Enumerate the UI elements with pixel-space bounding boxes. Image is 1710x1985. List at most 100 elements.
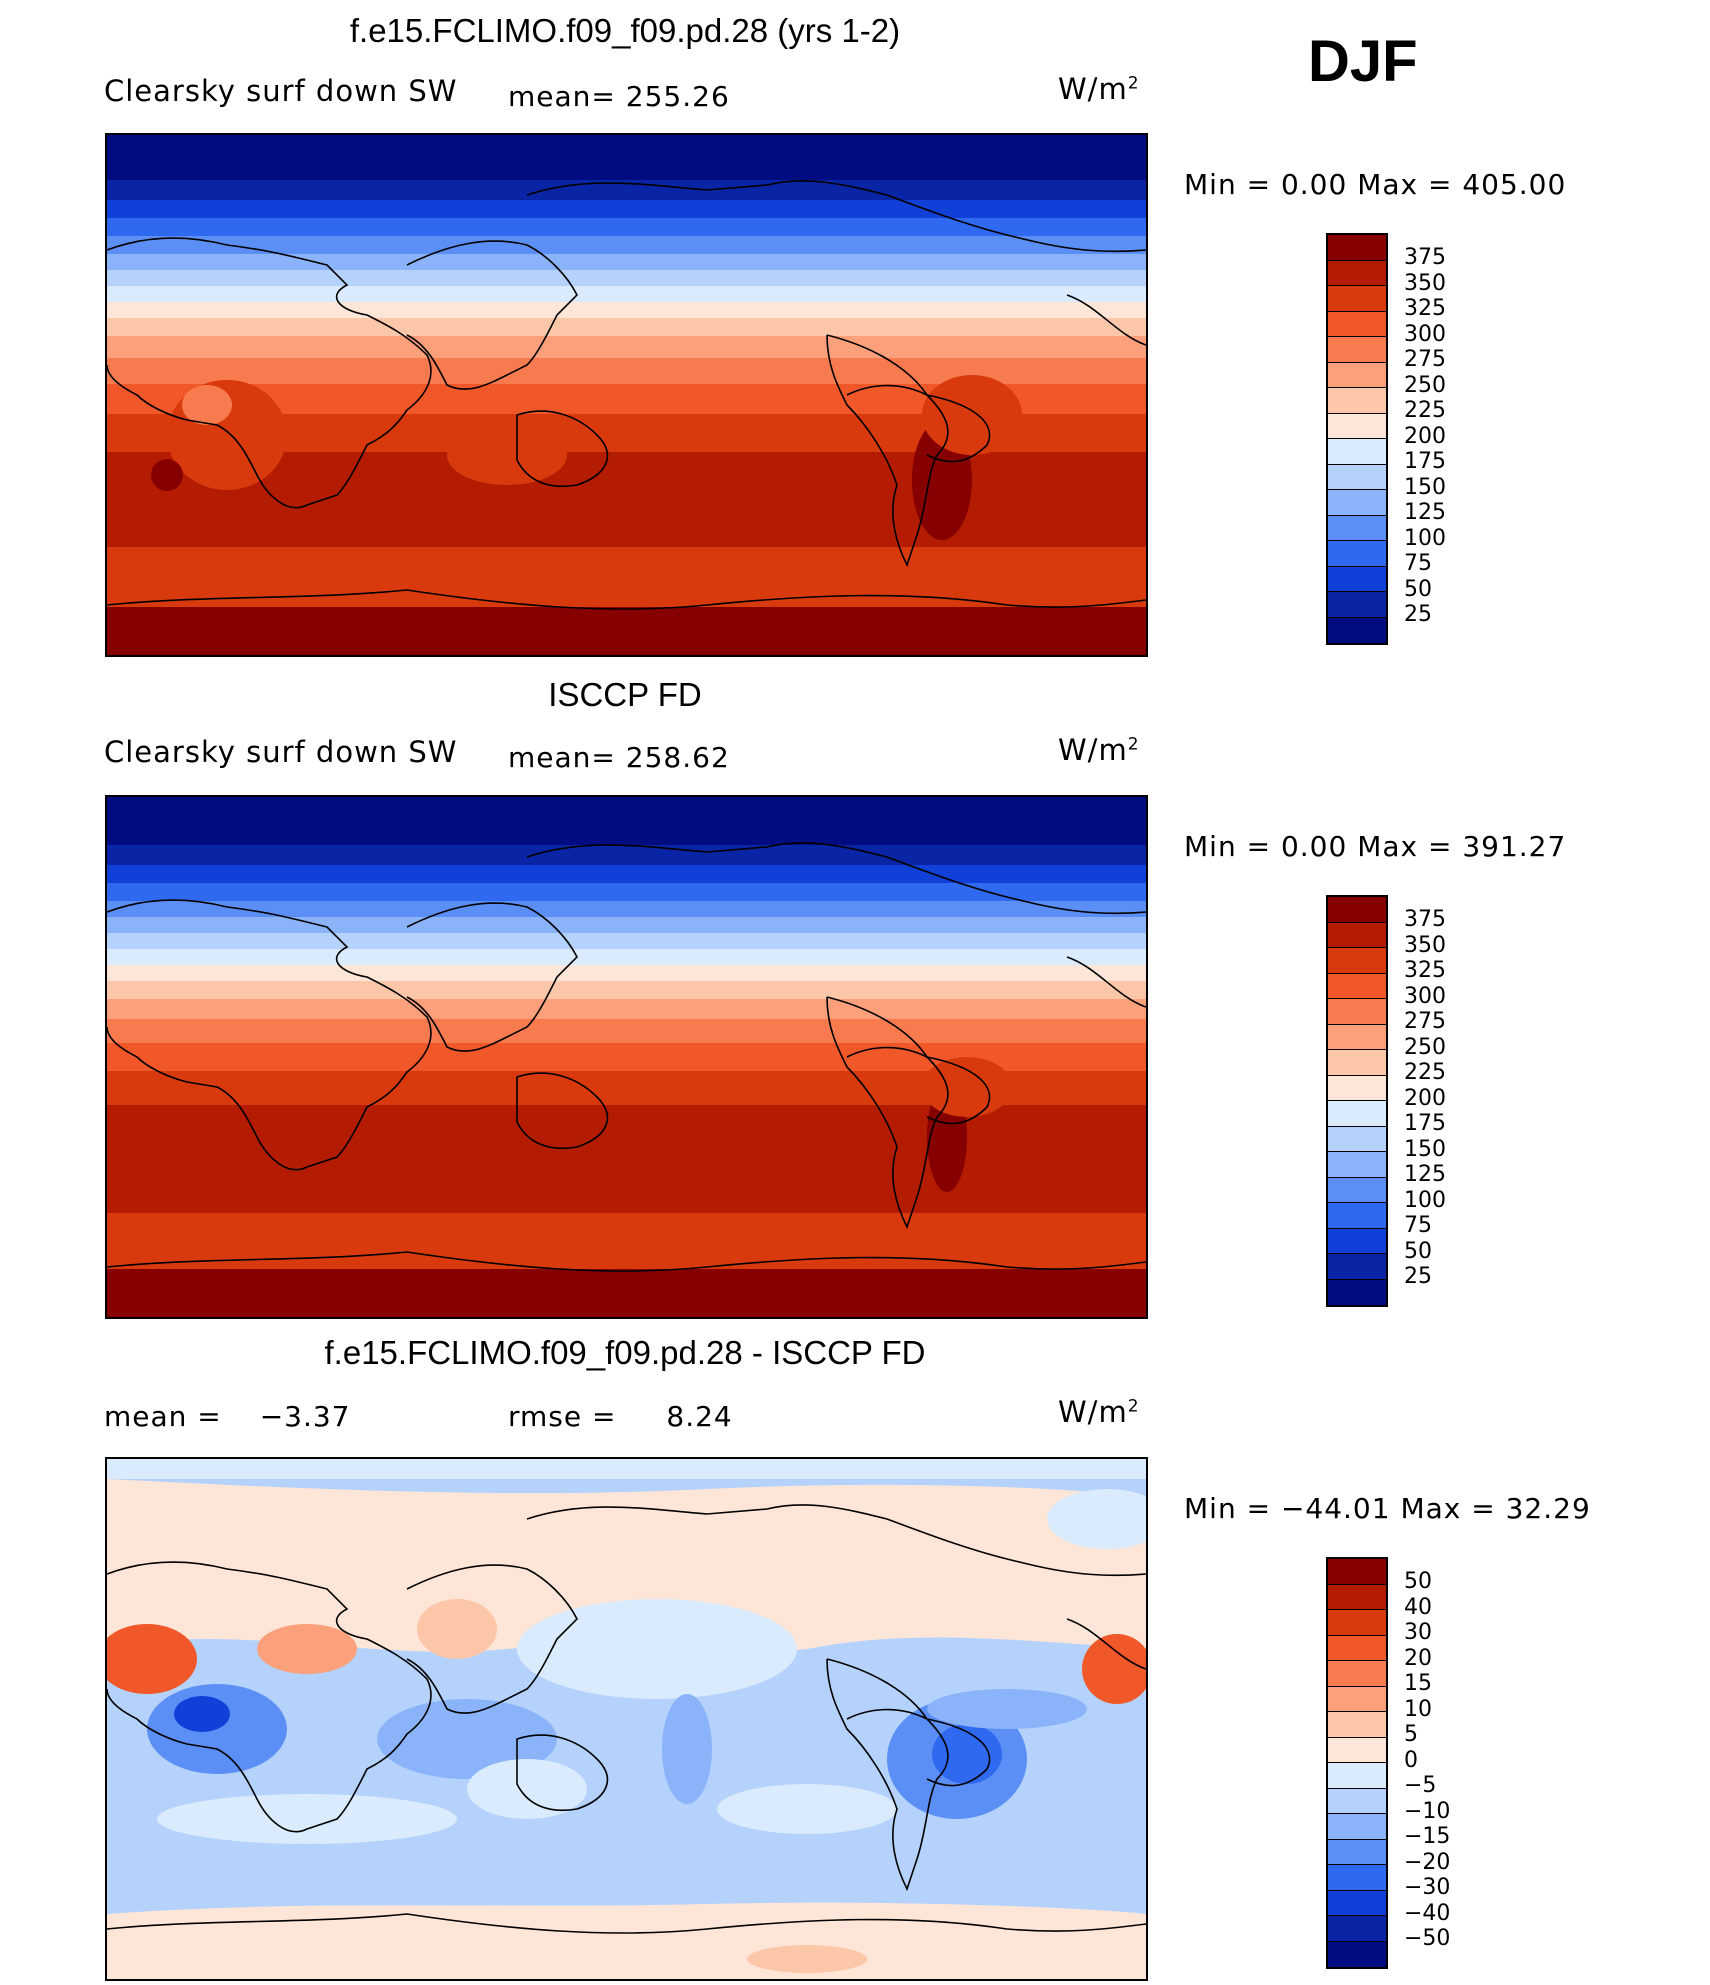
colorbar-tick-label: 125 [1404,1162,1446,1187]
colorbar-segment [1328,1890,1386,1916]
colorbar-segment [1328,260,1386,286]
colorbar-tick-label: 375 [1404,907,1446,932]
panel1-title: f.e15.FCLIMO.f09_f09.pd.28 (yrs 1-2) [349,12,901,49]
panel2-mean-label: mean= [508,741,616,774]
colorbar-segment [1328,1788,1386,1814]
colorbar-segment [1328,413,1386,439]
colorbar-segment [1328,286,1386,312]
colorbar-tick-label: 50 [1404,1569,1432,1594]
colorbar-segment [1328,1152,1386,1178]
colorbar-tick-label: −50 [1404,1926,1451,1951]
panel1-regional-patches [151,375,1022,540]
colorbar-segment [1328,1126,1386,1152]
panel3-map [105,1457,1148,1981]
colorbar-segment [1328,439,1386,465]
colorbar-tick-label: 300 [1404,983,1446,1009]
colorbar-tick-label: 150 [1404,1136,1446,1162]
colorbar-tick-label: −10 [1404,1798,1451,1824]
panel3-anomaly-patches [107,1459,1146,1979]
colorbar-tick-label: 20 [1404,1645,1432,1671]
colorbar-segment [1328,541,1386,567]
colorbar-segment [1328,1024,1386,1050]
colorbar-segment [1328,1686,1386,1712]
colorbar-tick-label: 250 [1404,1034,1446,1060]
colorbar-tick-label: 15 [1404,1671,1432,1696]
panel3-mean: mean = −3.37 [104,1400,351,1433]
colorbar-segment [1328,1839,1386,1865]
colorbar-tick-label: 175 [1404,1111,1446,1136]
panel1-units-sup: 2 [1127,73,1140,94]
colorbar-tick-label: 5 [1404,1722,1418,1747]
panel3-map-svg [107,1459,1146,1979]
panel1-zonal-bands [107,135,1146,655]
colorbar-segment [1328,973,1386,999]
colorbar-tick-label: 275 [1404,1009,1446,1034]
panel2-zonal-bands [107,797,1146,1317]
panel3-rmse-label: rmse = [508,1400,617,1433]
colorbar-tick-label: −30 [1404,1875,1451,1900]
colorbar-tick-label: 225 [1404,1060,1446,1085]
panel1-colorbar [1326,233,1388,645]
colorbar-segment [1328,1279,1386,1305]
colorbar-tick-label: 200 [1404,423,1446,449]
colorbar-segment [1328,362,1386,388]
colorbar-segment [1328,1559,1386,1585]
panel2-mean-value: 258.62 [625,741,730,774]
colorbar-tick-label: 75 [1404,1213,1432,1238]
colorbar-segment [1328,1254,1386,1280]
colorbar-segment [1328,1763,1386,1789]
panel2-map [105,795,1148,1319]
colorbar-segment [1328,999,1386,1025]
colorbar-segment [1328,388,1386,414]
colorbar-tick-label: 175 [1404,449,1446,474]
colorbar-segment [1328,1050,1386,1076]
panel2-units-sup: 2 [1127,734,1140,755]
colorbar-tick-label: 375 [1404,245,1446,270]
season-label: DJF [1308,29,1418,94]
colorbar-tick-label: −5 [1404,1773,1437,1798]
panel3-units-sup: 2 [1127,1396,1140,1417]
colorbar-segment [1328,1610,1386,1636]
colorbar-segment [1328,515,1386,541]
colorbar-segment [1328,1177,1386,1203]
colorbar-tick-label: 325 [1404,296,1446,321]
colorbar-tick-label: 50 [1404,1238,1432,1264]
colorbar-segment [1328,617,1386,643]
colorbar-segment [1328,1203,1386,1229]
panel1-subtitle: Clearsky surf down SW [104,74,458,108]
panel1-mean: mean= 255.26 [508,80,730,113]
panel1-units-text: W/m [1058,72,1128,106]
colorbar-tick-label: −40 [1404,1900,1451,1926]
panel2-units: W/m2 [1058,733,1140,767]
colorbar-tick-label: 0 [1404,1747,1418,1773]
panel1-coastlines [107,180,1146,610]
panel2-map-svg [107,797,1146,1317]
colorbar-segment [1328,1814,1386,1840]
colorbar-tick-label: 225 [1404,398,1446,423]
panel3-minmax: Min = −44.01 Max = 32.29 [1184,1492,1591,1525]
colorbar-tick-label: 300 [1404,321,1446,347]
colorbar-tick-label: 250 [1404,372,1446,398]
panel2-title: ISCCP FD [548,676,702,713]
colorbar-tick-label: 100 [1404,525,1446,551]
panel3-units: W/m2 [1058,1395,1140,1429]
panel2-minmax: Min = 0.00 Max = 391.27 [1184,830,1567,863]
colorbar-segment [1328,1635,1386,1661]
colorbar-segment [1328,1941,1386,1967]
colorbar-tick-label: 125 [1404,500,1446,525]
colorbar-segment [1328,1228,1386,1254]
colorbar-segment [1328,922,1386,948]
panel1-units: W/m2 [1058,72,1140,106]
colorbar-tick-label: −20 [1404,1849,1451,1875]
colorbar-tick-label: 275 [1404,347,1446,372]
colorbar-segment [1328,1712,1386,1738]
colorbar-tick-label: 75 [1404,551,1432,576]
panel3-colorbar [1326,1557,1388,1969]
colorbar-segment [1328,1101,1386,1127]
colorbar-tick-label: 50 [1404,576,1432,602]
colorbar-segment [1328,1865,1386,1891]
colorbar-tick-label: 150 [1404,474,1446,500]
colorbar-segment [1328,311,1386,337]
colorbar-tick-label: 325 [1404,958,1446,983]
colorbar-tick-label: 25 [1404,602,1432,627]
